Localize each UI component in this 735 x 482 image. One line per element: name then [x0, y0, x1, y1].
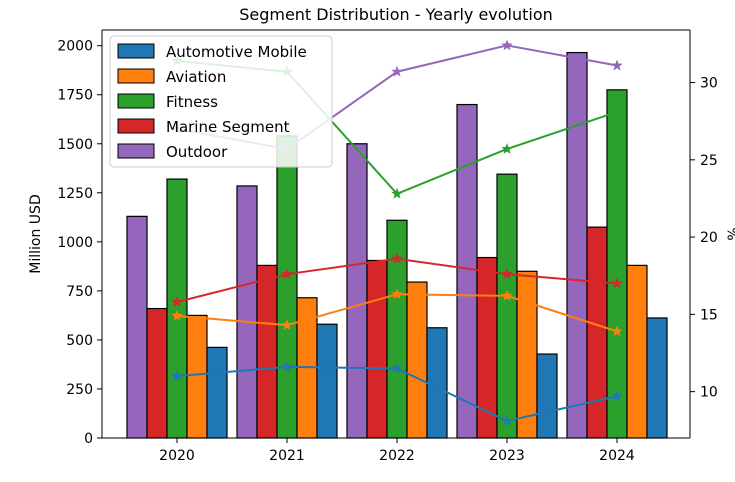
legend-label-outdoor: Outdoor [166, 143, 228, 161]
bar-outdoor-2022 [346, 143, 368, 439]
legend-label-aviation: Aviation [166, 68, 226, 86]
legend-swatch-fitness [117, 93, 155, 109]
x-tick-label: 2022 [379, 448, 415, 464]
marker-marine-segment-2023 [501, 268, 513, 280]
marker-fitness-2024 [611, 105, 623, 117]
y2-tick-label: 10 [700, 385, 718, 401]
bar-marine-segment-2021 [256, 264, 278, 439]
legend-label-fitness: Fitness [166, 93, 218, 111]
legend-swatch-aviation [117, 68, 155, 84]
marker-automotive-mobile-2022 [391, 362, 403, 374]
legend-label-marine-segment: Marine Segment [166, 118, 290, 136]
y-tick-label: 1750 [57, 88, 93, 104]
y-tick-label: 750 [66, 284, 93, 300]
bar-automotive-mobile-2024 [646, 317, 668, 439]
bar-marine-segment-2020 [146, 307, 168, 439]
y-axis-label: Million USD [28, 194, 44, 273]
bar-fitness-2020 [166, 178, 188, 439]
bar-fitness-2024 [606, 89, 628, 439]
bar-aviation-2024 [626, 264, 648, 439]
bar-fitness-2023 [496, 173, 518, 439]
marker-automotive-mobile-2021 [281, 360, 293, 372]
x-tick-label: 2021 [269, 448, 305, 464]
y-tick-label: 0 [84, 431, 93, 447]
marker-marine-segment-2024 [611, 277, 623, 289]
y2-tick-label: 15 [700, 307, 718, 323]
bar-outdoor-2021 [236, 185, 258, 439]
x-tick-label: 2024 [599, 448, 635, 464]
marker-outdoor-2022 [391, 65, 403, 77]
marker-automotive-mobile-2023 [501, 415, 513, 426]
bar-marine-segment-2024 [586, 226, 608, 439]
bar-aviation-2022 [406, 281, 428, 439]
marker-marine-segment-2021 [281, 268, 293, 280]
legend-swatch-outdoor [117, 143, 155, 159]
bar-automotive-mobile-2023 [536, 353, 558, 439]
marker-outdoor-2024 [611, 59, 623, 71]
marker-outdoor-2023 [501, 39, 513, 51]
y2-axis-label: % [726, 227, 735, 240]
bar-outdoor-2024 [566, 51, 588, 439]
y-tick-label: 500 [66, 333, 93, 349]
y2-tick-label: 30 [700, 76, 718, 92]
y-tick-label: 250 [66, 382, 93, 398]
legend-swatch-automotive-mobile [117, 43, 155, 59]
marker-aviation-2022 [391, 288, 403, 300]
marker-fitness-2023 [501, 143, 513, 154]
bar-automotive-mobile-2020 [206, 346, 228, 439]
bar-automotive-mobile-2022 [426, 327, 448, 439]
y-tick-label: 2000 [57, 39, 93, 55]
marker-automotive-mobile-2024 [611, 390, 623, 402]
x-tick-label: 2023 [489, 448, 525, 464]
y2-tick-label: 20 [700, 230, 718, 246]
bar-aviation-2023 [516, 270, 538, 439]
marker-aviation-2021 [281, 319, 293, 331]
marker-automotive-mobile-2020 [171, 370, 183, 382]
marker-marine-segment-2020 [171, 296, 183, 307]
y-tick-label: 1250 [57, 186, 93, 202]
bar-aviation-2020 [186, 314, 208, 439]
bar-marine-segment-2022 [366, 259, 388, 439]
bar-automotive-mobile-2021 [316, 323, 338, 439]
marker-aviation-2024 [611, 325, 623, 337]
bar-outdoor-2020 [126, 215, 148, 439]
legend-label-automotive-mobile: Automotive Mobile [166, 43, 307, 61]
y2-tick-label: 25 [700, 153, 718, 169]
legend-swatch-marine-segment [117, 118, 155, 134]
legend-box [109, 35, 333, 168]
bar-fitness-2021 [276, 135, 298, 439]
marker-fitness-2022 [391, 187, 403, 199]
chart-title: Segment Distribution - Yearly evolution [239, 5, 553, 24]
x-tick-label: 2020 [159, 448, 195, 464]
marker-aviation-2023 [501, 289, 513, 301]
y-tick-label: 1000 [57, 235, 93, 251]
bar-outdoor-2023 [456, 103, 478, 439]
marker-marine-segment-2022 [391, 252, 403, 264]
y-tick-label: 1500 [57, 137, 93, 153]
marker-aviation-2020 [171, 309, 183, 321]
